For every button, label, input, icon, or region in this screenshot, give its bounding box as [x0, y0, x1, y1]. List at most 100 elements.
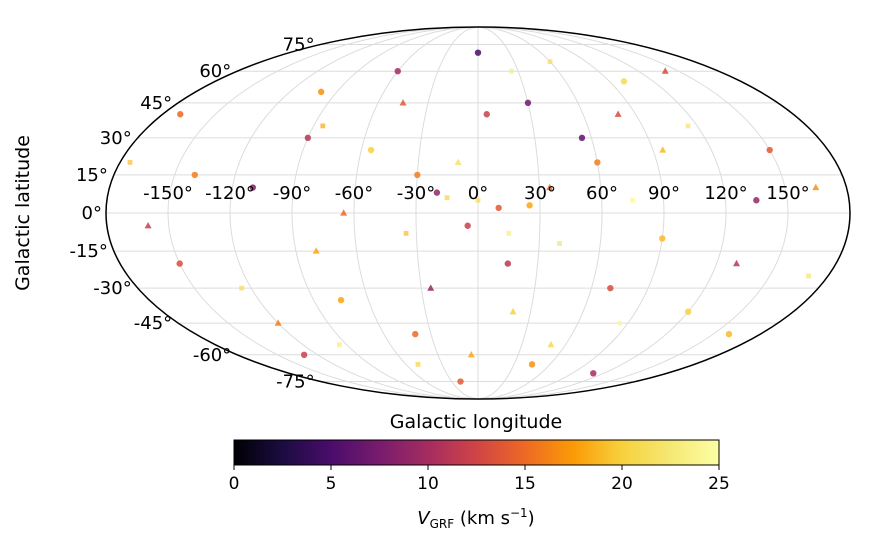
data-point-triangle — [509, 307, 517, 315]
data-point-square — [806, 273, 811, 279]
data-point-triangle — [659, 146, 667, 153]
longitude-tick-label: 120° — [704, 183, 747, 204]
data-point-square — [239, 285, 245, 291]
colorbar-label-main: V — [417, 508, 431, 529]
latitude-tick-label: -60° — [193, 345, 231, 366]
longitude-tick-label: -30° — [397, 183, 435, 204]
latitude-tick-label: -75° — [276, 372, 314, 393]
data-point-triangle — [614, 110, 622, 117]
grid-meridian — [477, 27, 789, 399]
colorbar-tick-label: 5 — [326, 474, 337, 494]
graticule-grid — [106, 27, 850, 399]
data-point-square — [320, 123, 326, 129]
colorbar-tick-label: 25 — [708, 474, 730, 494]
grid-meridian — [167, 27, 479, 399]
data-point-circle — [474, 49, 482, 56]
data-point-square — [336, 342, 342, 348]
data-point-circle — [464, 222, 471, 229]
data-point-circle — [249, 184, 257, 191]
data-point-triangle — [733, 259, 741, 267]
latitude-tick-label: 0° — [82, 203, 102, 224]
grid-meridian — [477, 27, 665, 399]
grid-meridian — [477, 27, 727, 399]
data-point-circle — [457, 378, 464, 385]
data-points — [127, 49, 820, 385]
data-point-circle — [578, 134, 586, 142]
data-point-triangle — [547, 340, 555, 348]
data-point-square — [509, 68, 514, 74]
data-point-triangle — [340, 209, 348, 216]
data-point-triangle — [467, 351, 475, 358]
data-point-circle — [504, 260, 512, 267]
data-point-circle — [433, 189, 441, 196]
colorbar-label-units: (km s — [454, 508, 510, 529]
colorbar-label-sup: −1 — [510, 506, 528, 520]
longitude-tick-label: -150° — [143, 183, 193, 204]
longitude-tick-label: -90° — [273, 183, 311, 204]
data-point-circle — [394, 67, 401, 75]
data-point-circle — [594, 159, 601, 166]
colorbar-label-close: ) — [528, 508, 535, 529]
longitude-tick-label: 30° — [524, 183, 556, 204]
data-point-square — [403, 230, 409, 236]
longitude-tick-label: 150° — [766, 183, 809, 204]
grid-meridian — [229, 27, 479, 399]
data-point-circle — [176, 260, 183, 267]
colorbar-tick-label: 10 — [417, 474, 439, 494]
data-point-circle — [414, 171, 421, 179]
colorbar-tick-label: 0 — [229, 474, 240, 494]
data-point-circle — [177, 111, 184, 118]
data-point-circle — [524, 99, 532, 107]
map-outline — [105, 26, 851, 400]
data-point-square — [127, 160, 133, 165]
data-point-circle — [753, 197, 760, 204]
latitude-tick-labels: 75° 60° 45° 30° 15° 0° -15° -30°-45° -60° -75° — [69, 34, 314, 392]
grid-meridian — [477, 27, 603, 399]
data-point-triangle — [312, 247, 320, 254]
longitude-tick-labels: -150° -120° -90° -60° -30° 0° 30° 60° 90° 120° 150… — [143, 183, 810, 204]
data-point-circle — [337, 296, 345, 304]
longitude-tick-label: -60° — [335, 183, 373, 204]
colorbar: 0 5 10 15 20 25 VGRF (km s−1) — [229, 439, 730, 531]
data-point-triangle — [427, 284, 435, 291]
data-point-circle — [590, 370, 597, 377]
longitude-tick-label: 90° — [648, 183, 680, 204]
grid-meridian — [415, 27, 479, 399]
colorbar-ticks: 0 5 10 15 20 25 — [229, 465, 730, 494]
colorbar-tick-label: 15 — [514, 474, 536, 494]
latitude-tick-label: 60° — [199, 61, 231, 82]
data-point-triangle — [399, 99, 407, 106]
data-point-circle — [528, 361, 536, 368]
data-point-circle — [684, 308, 692, 315]
colorbar-tick-label: 20 — [611, 474, 633, 494]
latitude-tick-label: 45° — [140, 93, 172, 114]
data-point-triangle — [454, 158, 462, 166]
data-point-circle — [607, 284, 614, 292]
data-point-square — [475, 197, 481, 203]
data-point-square — [617, 320, 622, 326]
data-point-circle — [412, 330, 419, 338]
longitude-tick-label: 60° — [586, 183, 618, 204]
data-point-circle — [526, 202, 533, 209]
latitude-tick-label: -15° — [69, 241, 107, 262]
data-point-square — [557, 241, 562, 246]
latitude-tick-label: -30° — [93, 278, 131, 299]
data-point-circle — [725, 330, 733, 338]
y-axis-label: Galactic latitude — [12, 135, 34, 291]
data-point-square — [444, 195, 450, 201]
data-point-triangle — [661, 67, 669, 74]
colorbar-label: VGRF (km s−1) — [417, 506, 534, 531]
data-point-circle — [300, 351, 308, 359]
longitude-tick-label: -120° — [205, 183, 255, 204]
grid-meridian — [291, 27, 479, 399]
longitude-tick-label: 0° — [468, 183, 488, 204]
latitude-tick-label: -45° — [134, 313, 172, 334]
data-point-square — [547, 59, 553, 65]
x-axis-label: Galactic longitude — [390, 411, 562, 433]
data-point-circle — [659, 235, 666, 242]
data-point-triangle — [274, 319, 282, 326]
grid-meridian — [477, 27, 541, 399]
data-point-triangle — [812, 183, 820, 191]
latitude-tick-label: 15° — [76, 165, 108, 186]
